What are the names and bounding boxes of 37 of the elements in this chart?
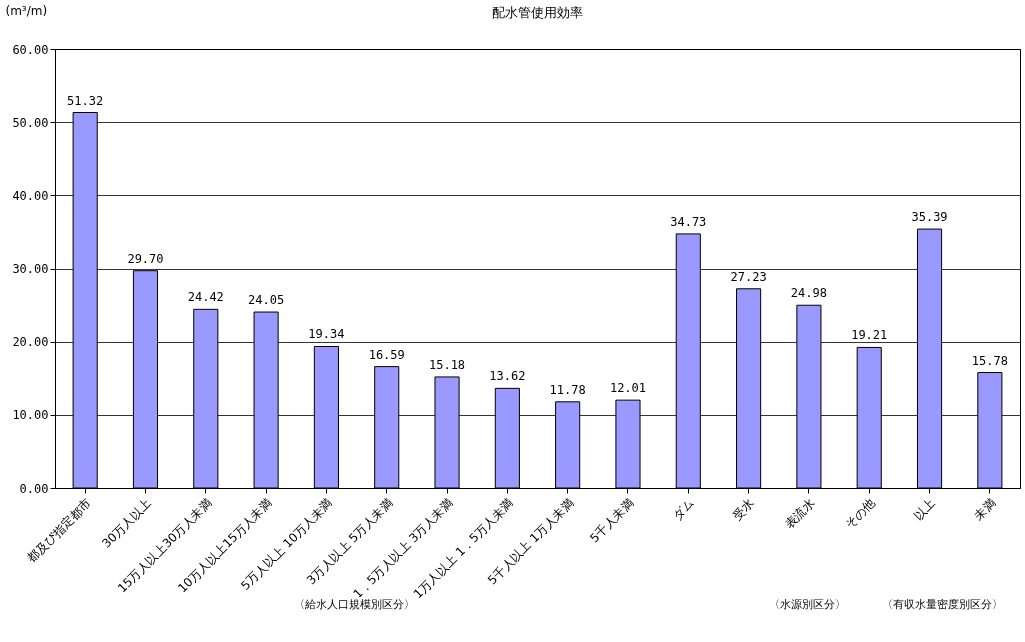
data-label: 29.70 — [127, 251, 164, 266]
data-label: 19.21 — [851, 328, 888, 343]
x-tick-label: その他 — [842, 496, 878, 532]
data-label: 51.32 — [67, 93, 104, 108]
y-tick-label: 20.00 — [12, 335, 49, 350]
chart-title: 配水管使用効率 — [492, 4, 583, 22]
data-label: 24.05 — [248, 293, 285, 308]
x-tick-label: 5千人未満 — [587, 496, 637, 546]
data-label: 35.39 — [911, 210, 948, 225]
data-label: 24.42 — [187, 290, 224, 305]
data-label: 11.78 — [549, 382, 586, 397]
data-label: 34.73 — [670, 214, 707, 229]
data-label: 15.78 — [971, 353, 1008, 368]
x-tick-label: 表流水 — [782, 496, 818, 532]
y-tick-label: 30.00 — [12, 262, 49, 276]
x-tick-label: 30万人以上 — [99, 496, 154, 551]
text: 〈給水人口規模別区分〉 — [289, 597, 419, 612]
text: 〈有収水量密度別区分〉 — [878, 597, 1008, 612]
data-label: 12.01 — [609, 381, 647, 396]
y-tick-label: 60.00 — [12, 42, 49, 57]
y-axis-title: (m³/m) — [5, 3, 48, 18]
x-tick-label: ダム — [669, 496, 697, 523]
data-label: 27.23 — [730, 269, 767, 284]
x-tick-label: 未満 — [971, 496, 999, 523]
data-label: 19.34 — [308, 327, 345, 342]
data-label: 13.62 — [489, 369, 526, 384]
y-tick-label: 10.00 — [12, 408, 49, 423]
data-label: 15.18 — [428, 357, 466, 372]
x-tick-label: 都及び指定都市 — [24, 496, 94, 566]
x-tick-label: 以上 — [911, 496, 939, 523]
x-tick-label: 受水 — [730, 496, 758, 523]
y-tick-label: 50.00 — [12, 115, 49, 130]
data-label: 16.59 — [368, 347, 405, 362]
y-tick-label: 40.00 — [12, 188, 49, 203]
y-tick-label: 0.00 — [19, 481, 49, 496]
text: 〈水源別区分〉 — [765, 597, 851, 612]
data-label: 24.98 — [790, 286, 827, 301]
